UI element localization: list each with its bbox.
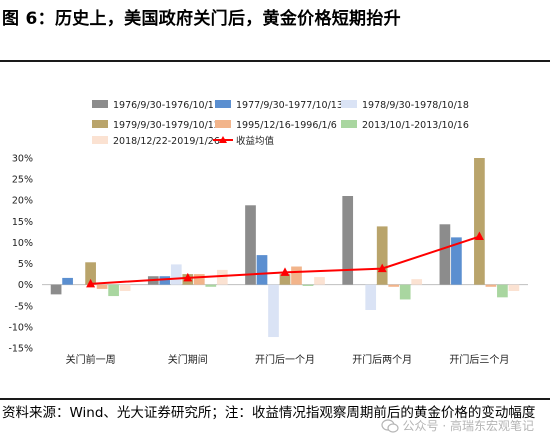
y-tick-label: 5% [18,259,33,270]
bar [388,284,400,287]
x-tick-label: 关门期间 [168,353,208,366]
x-tick-label: 开门后一个月 [255,353,315,366]
bar [279,274,291,285]
average-line [86,231,484,288]
bar [508,284,520,291]
y-tick-label: 0% [18,280,33,291]
bar [119,284,131,291]
bar [439,224,451,285]
bar [497,284,508,298]
bar [291,266,302,285]
y-tick-label: 30% [12,154,33,165]
legend-swatch [215,100,231,108]
y-tick-label: 25% [12,175,33,186]
figure-title: 图 6：历史上，美国政府关门后，黄金价格短期抬升 [2,9,401,29]
legend-swatch [92,120,108,128]
average-point-marker [377,263,387,273]
source-note: 资料来源：Wind、光大证券研究所；注：收益情况指观察周期前后的黄金价格的变动幅… [2,405,536,421]
legend-triangle-marker [219,136,227,143]
bar [170,264,182,285]
legend-swatch [215,120,231,128]
bar [193,274,205,285]
bar [85,262,96,285]
legend-label: 1977/9/30-1977/10/13 [236,100,343,111]
legend-label: 2018/12/22-2019/1/26 [113,136,220,147]
bar [50,284,62,295]
legend-label: 收益均值 [236,135,275,147]
legend-label: 1979/9/30-1979/10/12 [113,120,220,131]
y-tick-label: -15% [8,344,33,355]
bar [256,255,268,285]
y-tick-label: -5% [15,301,34,312]
average-point-marker [474,231,484,241]
y-tick-label: 15% [12,217,33,228]
bar [268,284,279,338]
bar [474,158,485,285]
footer-rule [0,398,550,400]
legend-swatch [341,120,357,128]
bar [314,277,325,285]
bar [399,284,411,300]
bar [451,237,462,285]
bar [376,226,388,285]
legend-label: 1995/12/16-1996/1/6 [236,120,337,131]
bar [302,284,314,286]
average-point-marker [86,278,96,288]
chart-bars [50,158,520,338]
legend-swatch [92,100,108,108]
bar [108,284,119,297]
average-point-marker [183,272,193,282]
bar [205,284,217,287]
chart-legend: 1976/9/30-1976/10/11 1977/9/30-1977/10/13… [92,100,469,147]
watermark: 公众号 · 高瑞东宏观笔记 [380,417,534,434]
title-rule [0,60,550,62]
x-tick-label: 开门后三个月 [449,353,509,366]
bar [216,269,228,285]
legend-label: 1978/9/30-1978/10/18 [362,100,469,111]
bar [62,277,73,285]
gold-return-chart: 1976/9/30-1976/10/11 1977/9/30-1977/10/13… [8,100,528,366]
bar [159,276,171,285]
legend-swatch [92,136,108,144]
watermark-text: 公众号 · 高瑞东宏观笔记 [402,419,534,433]
y-tick-label: 10% [12,238,33,249]
bar [365,284,377,310]
legend-label: 1976/9/30-1976/10/11 [113,100,220,111]
bar [485,284,497,287]
legend-swatch [341,100,357,108]
x-tick-label: 关门前一周 [66,353,116,366]
y-tick-label: 20% [12,196,33,207]
legend-label: 2013/10/1-2013/10/16 [362,120,469,131]
bar [411,279,423,285]
y-tick-label: -10% [8,322,33,333]
chart-axes: -15% -10% -5% 0% 5% 10% 15% 20% 25% 30% 关门前一周 关门期间 开… [8,154,528,366]
bar [342,196,354,285]
bar [96,284,108,289]
average-point-marker [280,267,290,276]
x-tick-label: 开门后两个月 [352,353,412,366]
bar [245,205,256,285]
wechat-icon [380,418,399,433]
